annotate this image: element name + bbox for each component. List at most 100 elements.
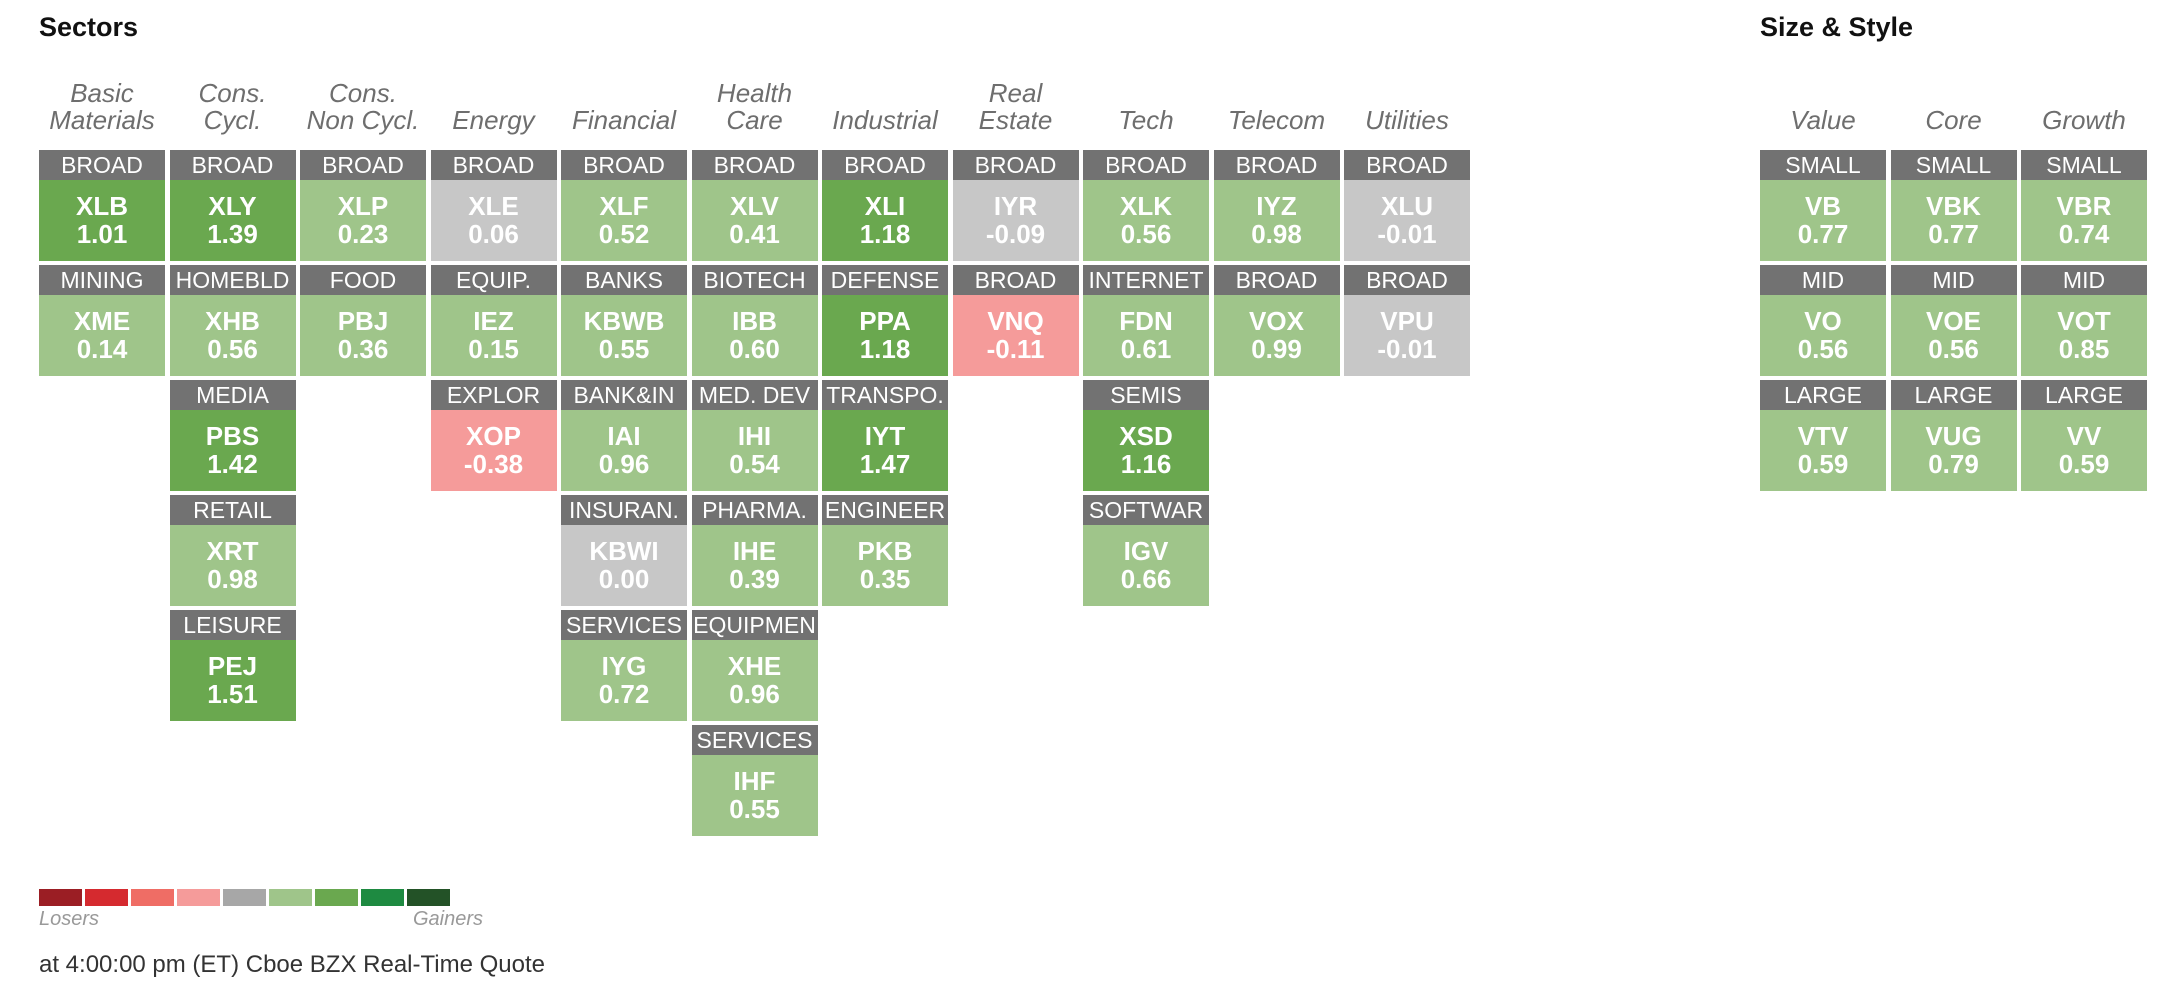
- tile-change: 0.52: [598, 219, 650, 249]
- column-header-line: [431, 80, 557, 107]
- tile-ticker: XLK: [1120, 191, 1172, 221]
- etf-tile[interactable]: SOFTWAR IGV 0.66: [1083, 495, 1209, 606]
- tile-ticker: VB: [1804, 191, 1842, 221]
- etf-tile[interactable]: SMALL VB 0.77: [1760, 150, 1886, 261]
- tile-body: KBWB 0.55: [561, 295, 687, 376]
- etf-tile[interactable]: FOOD PBJ 0.36: [300, 265, 426, 376]
- tile-body: XME 0.14: [39, 295, 165, 376]
- etf-tile[interactable]: INTERNET FDN 0.61: [1083, 265, 1209, 376]
- etf-tile[interactable]: MID VOE 0.56: [1890, 265, 2017, 376]
- column-header-line: Cycl.: [203, 105, 262, 135]
- tile-ticker: IGV: [1123, 536, 1169, 566]
- tile-ticker: KBWI: [589, 536, 659, 566]
- etf-tile[interactable]: MID VOT 0.85: [2021, 265, 2147, 376]
- etf-tile[interactable]: BROAD XLI 1.18: [822, 150, 948, 261]
- column-header-line: Cons.: [198, 78, 267, 108]
- etf-tile[interactable]: BROAD XLF 0.52: [561, 150, 687, 261]
- tile-category-label: BROAD: [561, 150, 687, 180]
- etf-tile[interactable]: BROAD XLY 1.39: [169, 150, 296, 261]
- tile-body: XRT 0.98: [169, 525, 296, 606]
- tile-body: IAI 0.96: [561, 410, 687, 491]
- tile-change: 1.47: [859, 449, 911, 479]
- tile-category-label: MID: [1890, 265, 2017, 295]
- tile-change: 0.61: [1120, 334, 1172, 364]
- etf-tile[interactable]: BANKS KBWB 0.55: [561, 265, 687, 376]
- etf-tile[interactable]: MINING XME 0.14: [39, 265, 165, 376]
- column-header-line: Basic: [70, 78, 134, 108]
- etf-tile[interactable]: SERVICES IYG 0.72: [561, 610, 687, 721]
- etf-tile[interactable]: EXPLOR XOP -0.38: [430, 380, 557, 491]
- tile-body: VOX 0.99: [1213, 295, 1340, 376]
- etf-tile[interactable]: LARGE VUG 0.79: [1890, 380, 2017, 491]
- etf-tile[interactable]: MEDIA PBS 1.42: [169, 380, 296, 491]
- etf-tile[interactable]: BROAD VPU -0.01: [1344, 265, 1470, 376]
- column-header-line: [561, 80, 687, 107]
- etf-tile[interactable]: INSURAN. KBWI 0.00: [561, 495, 687, 606]
- etf-tile[interactable]: SMALL VBR 0.74: [2021, 150, 2147, 261]
- tile-category-label: SMALL: [2021, 150, 2147, 180]
- tile-category-label: ENGINEER: [822, 495, 948, 525]
- etf-tile[interactable]: BROAD XLU -0.01: [1344, 150, 1470, 261]
- etf-tile[interactable]: BROAD XLV 0.41: [691, 150, 818, 261]
- etf-tile[interactable]: PHARMA. IHE 0.39: [691, 495, 818, 606]
- etf-tile[interactable]: SEMIS XSD 1.16: [1083, 380, 1209, 491]
- sectors-title: Sectors: [39, 12, 139, 42]
- tile-ticker: VOE: [1926, 306, 1981, 336]
- column-header: Financial: [561, 80, 687, 134]
- etf-tile[interactable]: MID VO 0.56: [1760, 265, 1886, 376]
- etf-tile[interactable]: HOMEBLD XHB 0.56: [169, 265, 296, 376]
- tile-ticker: VNQ: [987, 306, 1044, 336]
- column-header: Utilities: [1344, 80, 1470, 134]
- etf-tile[interactable]: ENGINEER PKB 0.35: [822, 495, 948, 606]
- etf-tile[interactable]: BROAD XLB 1.01: [39, 150, 165, 261]
- tile-category-label: SMALL: [1760, 150, 1886, 180]
- tile-change: 0.98: [207, 564, 258, 594]
- etf-tile[interactable]: DEFENSE PPA 1.18: [822, 265, 948, 376]
- tile-body: XLP 0.23: [300, 180, 426, 261]
- legend-swatch: [131, 889, 174, 906]
- tile-body: VO 0.56: [1760, 295, 1886, 376]
- etf-tile[interactable]: BROAD IYR -0.09: [952, 150, 1079, 261]
- etf-tile[interactable]: BROAD XLE 0.06: [430, 150, 557, 261]
- column-header-line: Tech: [1118, 105, 1174, 135]
- column-header: Growth: [2021, 80, 2147, 134]
- etf-tile[interactable]: MED. DEV IHI 0.54: [691, 380, 818, 491]
- column-header-line: [2021, 80, 2147, 107]
- column-header-line: [822, 80, 948, 107]
- etf-tile[interactable]: LARGE VTV 0.59: [1760, 380, 1886, 491]
- etf-tile[interactable]: LARGE VV 0.59: [2021, 380, 2147, 491]
- etf-tile[interactable]: LEISURE PEJ 1.51: [169, 610, 296, 721]
- tile-body: VPU -0.01: [1344, 295, 1470, 376]
- tile-change: 0.56: [1797, 334, 1849, 364]
- tile-change: 0.98: [1251, 219, 1302, 249]
- tile-ticker: XLP: [337, 191, 389, 221]
- etf-tile[interactable]: BROAD XLK 0.56: [1083, 150, 1209, 261]
- tile-change: 0.79: [1928, 449, 1979, 479]
- etf-tile[interactable]: BROAD IYZ 0.98: [1213, 150, 1340, 261]
- tile-body: VNQ -0.11: [952, 295, 1079, 376]
- etf-tile[interactable]: BROAD VOX 0.99: [1213, 265, 1340, 376]
- tile-category-label: SOFTWAR: [1083, 495, 1209, 525]
- etf-tile[interactable]: BROAD VNQ -0.11: [952, 265, 1079, 376]
- tile-change: -0.01: [1377, 334, 1437, 364]
- tile-change: -0.38: [463, 449, 524, 479]
- etf-tile[interactable]: BANK&IN IAI 0.96: [561, 380, 687, 491]
- tile-body: IHI 0.54: [691, 410, 818, 491]
- etf-tile[interactable]: EQUIP. IEZ 0.15: [430, 265, 557, 376]
- tile-change: 0.60: [729, 334, 780, 364]
- column-header: Cons. Non Cycl.: [300, 80, 426, 134]
- etf-tile[interactable]: BROAD XLP 0.23: [300, 150, 426, 261]
- etf-tile[interactable]: SERVICES IHF 0.55: [691, 725, 818, 836]
- etf-tile[interactable]: BIOTECH IBB 0.60: [691, 265, 818, 376]
- etf-tile[interactable]: EQUIPMEN XHE 0.96: [691, 610, 818, 721]
- etf-tile[interactable]: RETAIL XRT 0.98: [169, 495, 296, 606]
- etf-tile[interactable]: SMALL VBK 0.77: [1890, 150, 2017, 261]
- tile-change: 0.14: [76, 334, 128, 364]
- tile-change: 0.55: [729, 794, 780, 824]
- tile-ticker: PBS: [205, 421, 260, 451]
- tile-change: 0.56: [207, 334, 258, 364]
- etf-tile[interactable]: TRANSPO. IYT 1.47: [822, 380, 948, 491]
- tile-ticker: XLY: [208, 191, 257, 221]
- tile-category-label: INTERNET: [1083, 265, 1209, 295]
- column-header-line: [1214, 80, 1340, 107]
